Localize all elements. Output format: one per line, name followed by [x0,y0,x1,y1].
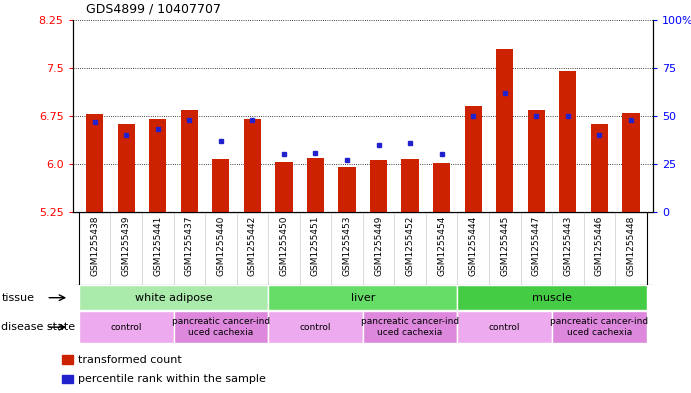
Bar [591,124,608,212]
Text: GSM1255439: GSM1255439 [122,216,131,276]
Bar [552,311,647,343]
Text: control: control [111,323,142,332]
Text: GSM1255440: GSM1255440 [216,216,225,276]
Text: pancreatic cancer-ind
uced cachexia: pancreatic cancer-ind uced cachexia [172,318,270,337]
Bar [268,285,457,310]
Text: control: control [489,323,520,332]
Text: liver: liver [350,293,375,303]
Text: GSM1255449: GSM1255449 [374,216,383,276]
Bar [212,159,229,212]
Text: tissue: tissue [1,293,35,303]
Bar [464,106,482,212]
Bar [457,311,552,343]
Bar [433,163,451,212]
Bar [62,375,73,383]
Bar [149,119,167,212]
Bar [79,311,173,343]
Text: GSM1255450: GSM1255450 [279,216,288,276]
Text: muscle: muscle [532,293,572,303]
Text: GSM1255454: GSM1255454 [437,216,446,276]
Bar [62,355,73,364]
Text: transformed count: transformed count [77,354,182,365]
Text: GSM1255444: GSM1255444 [468,216,477,276]
Bar [173,311,268,343]
Bar [457,285,647,310]
Bar [307,158,324,212]
Text: GSM1255452: GSM1255452 [406,216,415,276]
Bar [496,49,513,212]
Bar [180,110,198,212]
Text: GDS4899 / 10407707: GDS4899 / 10407707 [86,3,221,16]
Text: GSM1255453: GSM1255453 [343,216,352,276]
Text: GSM1255437: GSM1255437 [184,216,193,276]
Text: GSM1255442: GSM1255442 [248,216,257,276]
Text: pancreatic cancer-ind
uced cachexia: pancreatic cancer-ind uced cachexia [550,318,648,337]
Text: pancreatic cancer-ind
uced cachexia: pancreatic cancer-ind uced cachexia [361,318,459,337]
Bar [268,311,363,343]
Bar [275,162,292,212]
Text: GSM1255448: GSM1255448 [627,216,636,276]
Text: disease state: disease state [1,322,75,332]
Bar [559,71,576,212]
Text: GSM1255441: GSM1255441 [153,216,162,276]
Text: GSM1255443: GSM1255443 [563,216,572,276]
Bar [363,311,457,343]
Bar [622,113,640,212]
Text: GSM1255446: GSM1255446 [595,216,604,276]
Text: GSM1255438: GSM1255438 [90,216,99,276]
Bar [528,110,545,212]
Bar [79,285,268,310]
Bar [401,159,419,212]
Bar [244,119,261,212]
Bar [86,114,104,212]
Bar [370,160,387,212]
Text: GSM1255451: GSM1255451 [311,216,320,276]
Bar [339,167,356,212]
Text: GSM1255445: GSM1255445 [500,216,509,276]
Text: percentile rank within the sample: percentile rank within the sample [77,374,265,384]
Text: GSM1255447: GSM1255447 [532,216,541,276]
Text: white adipose: white adipose [135,293,212,303]
Text: control: control [300,323,331,332]
Bar [117,124,135,212]
